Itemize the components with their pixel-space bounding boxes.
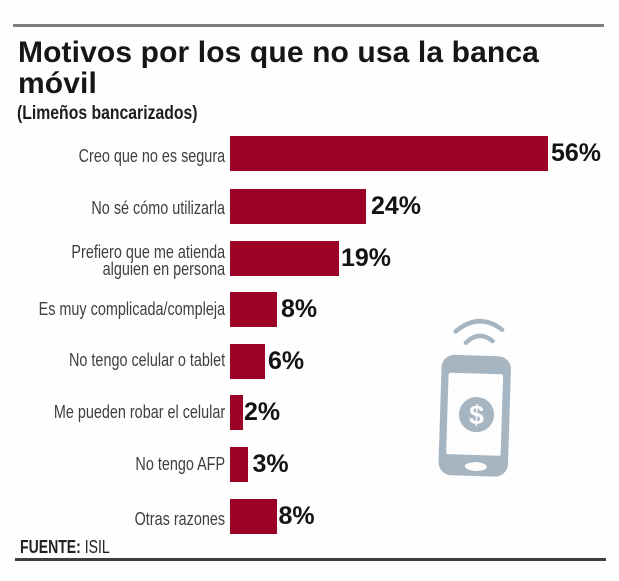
svg-text:$: $ (469, 400, 485, 430)
